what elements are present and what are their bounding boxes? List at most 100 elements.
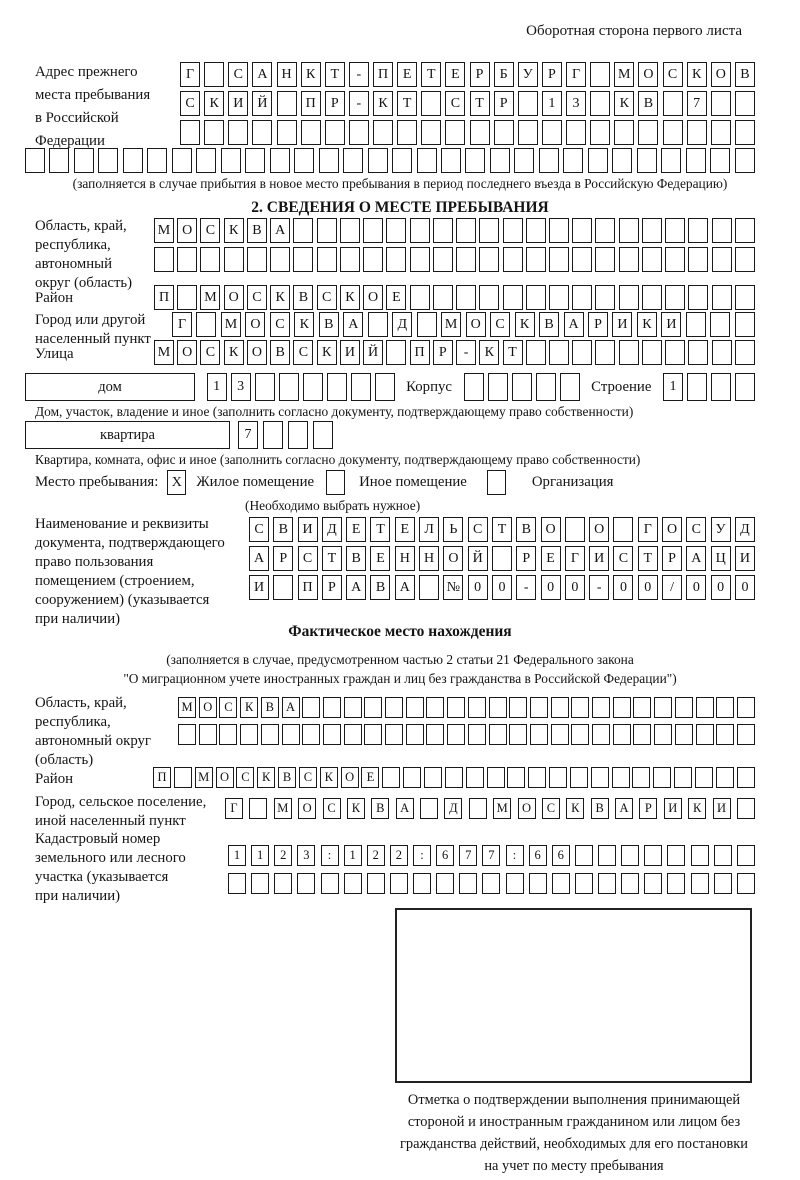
char-cell[interactable]: 6 — [436, 845, 455, 866]
char-cell[interactable] — [316, 218, 337, 243]
char-cell[interactable] — [644, 845, 663, 866]
char-cell[interactable] — [734, 312, 755, 337]
char-cell[interactable]: Р — [639, 798, 658, 819]
char-cell[interactable] — [98, 148, 119, 173]
char-cell[interactable]: К — [346, 798, 365, 819]
char-cell[interactable]: : — [505, 845, 524, 866]
char-cell[interactable]: Д — [392, 312, 413, 337]
char-cell[interactable] — [665, 218, 686, 243]
char-cell[interactable]: С — [200, 340, 221, 365]
char-cell[interactable] — [426, 724, 445, 745]
char-cell[interactable]: 6 — [551, 845, 570, 866]
char-cell[interactable]: 0 — [467, 575, 488, 600]
char-cell[interactable] — [690, 845, 709, 866]
char-cell[interactable] — [641, 340, 662, 365]
char-cell[interactable]: В — [273, 517, 294, 542]
char-cell[interactable]: И — [612, 312, 633, 337]
char-cell[interactable] — [644, 873, 663, 894]
char-cell[interactable] — [690, 873, 709, 894]
char-cell[interactable]: Т — [324, 62, 345, 87]
char-cell[interactable] — [177, 247, 198, 272]
char-cell[interactable] — [269, 148, 290, 173]
char-cell[interactable] — [293, 247, 314, 272]
char-cell[interactable] — [469, 120, 490, 145]
char-cell[interactable] — [49, 148, 70, 173]
char-cell[interactable] — [288, 421, 308, 449]
char-cell[interactable] — [541, 120, 562, 145]
char-cell[interactable]: 1 — [663, 373, 683, 401]
char-cell[interactable]: Р — [469, 62, 490, 87]
char-cell[interactable] — [695, 697, 714, 718]
char-cell[interactable] — [525, 247, 546, 272]
char-cell[interactable] — [459, 873, 478, 894]
char-cell[interactable] — [736, 798, 755, 819]
char-cell[interactable] — [592, 697, 611, 718]
char-cell[interactable] — [436, 873, 455, 894]
char-cell[interactable] — [467, 697, 486, 718]
char-cell[interactable] — [367, 148, 388, 173]
char-cell[interactable] — [509, 724, 528, 745]
char-cell[interactable] — [343, 148, 364, 173]
char-cell[interactable]: : — [320, 845, 339, 866]
char-cell[interactable] — [254, 373, 275, 401]
char-cell[interactable] — [367, 312, 388, 337]
char-cell[interactable] — [374, 373, 395, 401]
char-cell[interactable]: С — [249, 517, 269, 542]
char-cell[interactable]: П — [154, 285, 174, 310]
char-cell[interactable] — [419, 575, 440, 600]
char-cell[interactable]: - — [456, 340, 477, 365]
char-cell[interactable]: № — [443, 575, 464, 600]
char-cell[interactable]: Ц — [710, 546, 731, 571]
char-cell[interactable]: Т — [397, 91, 418, 116]
char-cell[interactable] — [488, 697, 507, 718]
char-cell[interactable] — [734, 218, 755, 243]
char-cell[interactable] — [263, 421, 283, 449]
char-cell[interactable]: О — [443, 546, 464, 571]
char-cell[interactable]: С — [246, 285, 267, 310]
char-cell[interactable]: / — [662, 575, 683, 600]
char-cell[interactable]: В — [371, 798, 390, 819]
char-cell[interactable]: С — [180, 91, 200, 116]
char-cell[interactable] — [322, 724, 341, 745]
char-cell[interactable] — [447, 724, 466, 745]
char-cell[interactable]: С — [541, 798, 560, 819]
char-cell[interactable] — [592, 724, 611, 745]
char-cell[interactable]: Д — [734, 517, 755, 542]
char-cell[interactable]: В — [516, 517, 537, 542]
char-cell[interactable] — [525, 340, 546, 365]
char-cell[interactable] — [219, 724, 238, 745]
char-cell[interactable] — [204, 120, 225, 145]
char-cell[interactable] — [528, 873, 547, 894]
char-cell[interactable] — [302, 697, 321, 718]
char-cell[interactable] — [343, 873, 362, 894]
char-cell[interactable] — [382, 767, 401, 788]
char-cell[interactable] — [612, 148, 633, 173]
char-cell[interactable] — [711, 247, 732, 272]
char-cell[interactable]: М — [154, 218, 174, 243]
char-cell[interactable]: Н — [394, 546, 415, 571]
char-cell[interactable] — [572, 285, 593, 310]
char-cell[interactable] — [316, 247, 337, 272]
char-cell[interactable] — [688, 285, 709, 310]
char-cell[interactable] — [641, 218, 662, 243]
char-cell[interactable] — [252, 120, 273, 145]
char-cell[interactable] — [198, 724, 217, 745]
char-cell[interactable] — [511, 373, 532, 401]
char-cell[interactable]: М — [154, 340, 174, 365]
char-cell[interactable]: Р — [432, 340, 453, 365]
char-cell[interactable] — [548, 247, 569, 272]
char-cell[interactable] — [322, 697, 341, 718]
char-cell[interactable]: Г — [225, 798, 243, 819]
char-cell[interactable] — [711, 218, 732, 243]
char-cell[interactable]: О — [540, 517, 561, 542]
char-cell[interactable]: 2 — [389, 845, 408, 866]
char-cell[interactable]: Т — [421, 62, 442, 87]
char-cell[interactable]: С — [662, 62, 683, 87]
char-cell[interactable] — [479, 218, 500, 243]
char-cell[interactable] — [734, 148, 755, 173]
char-cell[interactable]: Р — [662, 546, 683, 571]
char-cell[interactable]: Р — [321, 575, 342, 600]
char-cell[interactable]: П — [153, 767, 171, 788]
char-cell[interactable] — [276, 120, 297, 145]
char-cell[interactable]: В — [734, 62, 755, 87]
